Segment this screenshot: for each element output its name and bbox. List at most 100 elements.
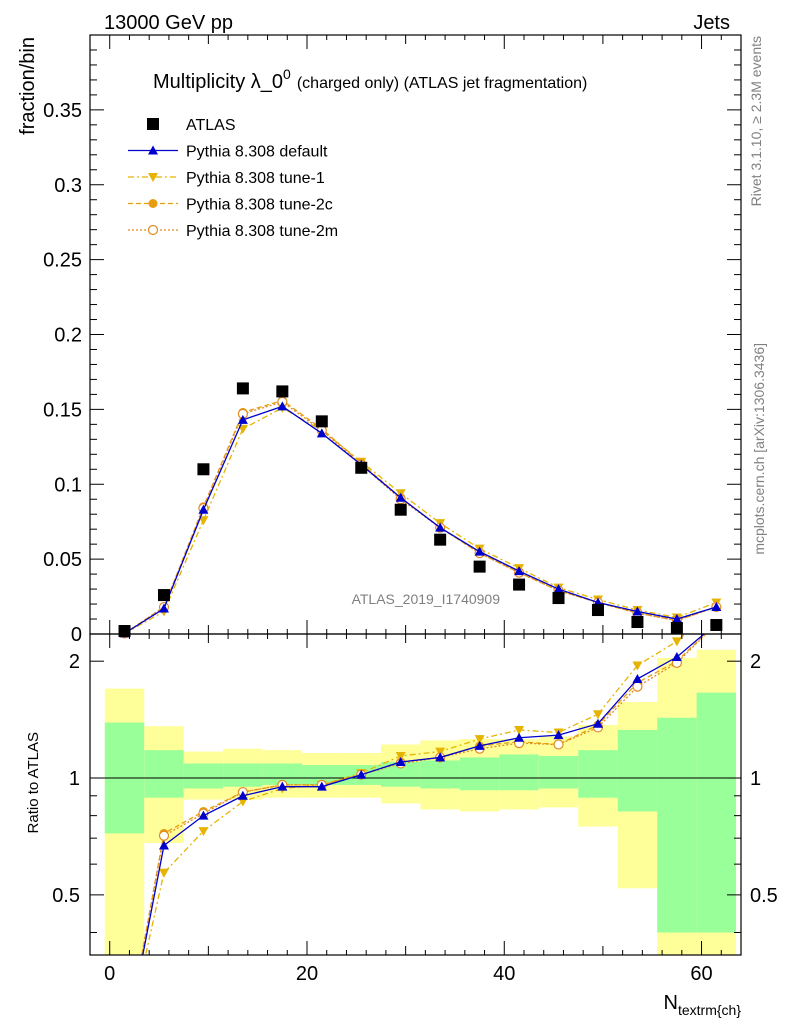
rivet-label: Rivet 3.1.10, ≥ 2.3M events: [748, 36, 764, 206]
ratio-axes: 0 20 40 60 0.5 0.5 1 1 2 2: [52, 634, 778, 985]
ratio-point-default: [237, 790, 248, 800]
data-point-atlas: [631, 616, 644, 629]
legend: ATLAS Pythia 8.308 default Pythia 8.308 tu…: [128, 117, 338, 240]
mc-point-default: [237, 414, 248, 424]
mc-line-default: [124, 405, 717, 634]
legend-label-default: Pythia 8.308 default: [186, 144, 328, 161]
y-tick-label-top: 0.25: [43, 250, 82, 272]
band-inner-bin: [420, 760, 460, 789]
mc-point-default: [632, 606, 643, 616]
legend-item-tune1: Pythia 8.308 tune-1: [128, 170, 325, 187]
mc-point-default: [277, 401, 288, 411]
y-tick-label-top: 0.15: [43, 399, 82, 421]
watermark: ATLAS_2019_I1740909: [352, 591, 501, 607]
ratio-point-tune1: [395, 751, 406, 761]
ratio-point-default: [553, 730, 564, 740]
data-point-atlas: [473, 560, 486, 573]
ratio-point-tune1: [514, 725, 525, 735]
legend-item-default: Pythia 8.308 default: [128, 144, 328, 161]
ratio-point-tune1: [474, 735, 485, 745]
legend-label-tune2c: Pythia 8.308 tune-2c: [186, 197, 333, 214]
band-inner-bin: [617, 729, 658, 812]
ratio-point-default: [158, 840, 169, 850]
y-tick-label-top: 0.05: [43, 549, 82, 571]
band-inner-bin: [578, 750, 618, 798]
data-point-atlas: [552, 592, 565, 605]
band-inner-bin: [262, 763, 303, 785]
legend-marker-tune2m: [147, 224, 159, 236]
mc-point-default: [711, 602, 722, 612]
ratio-line-tune1: [144, 634, 686, 955]
data-point-atlas: [710, 619, 723, 632]
ratio-point-default: [435, 752, 446, 762]
mc-point-default: [435, 522, 446, 532]
ratio-point-tune1: [435, 747, 446, 757]
legend-label-tune1: Pythia 8.308 tune-1: [186, 170, 325, 187]
ratio-panel: 0 20 40 60 0.5 0.5 1 1 2 2 Ratio to ATLAS Ntextrm…: [25, 633, 778, 1018]
data-point-atlas: [157, 589, 170, 602]
data-point-atlas: [591, 604, 604, 617]
ratio-line-tune2m: [141, 634, 707, 955]
mc-point-default: [553, 584, 564, 594]
mc-line-tune1: [124, 407, 717, 635]
top-panel: ATLAS_2019_I1740909 00.050.10.150.20.250…: [17, 34, 742, 646]
mc-point-default: [158, 603, 169, 613]
ratio-point-default: [277, 781, 288, 791]
data-point-atlas: [355, 461, 368, 474]
ratio-point-tune1: [632, 661, 643, 671]
mc-point-default: [514, 566, 525, 576]
legend-marker-tune2c: [148, 199, 158, 208]
data-point-atlas: [315, 415, 328, 428]
mc-line-tune2m: [124, 401, 717, 634]
ratio-point-default: [198, 810, 209, 820]
legend-item-tune2m: Pythia 8.308 tune-2m: [128, 223, 338, 240]
data-point-atlas: [276, 385, 289, 398]
mc-point-default: [671, 614, 682, 624]
mc-point-default: [198, 504, 209, 514]
data-point-atlas: [513, 578, 526, 591]
ratio-panel-frame: [89, 633, 742, 956]
ratio-point-tune1: [198, 827, 209, 837]
band-inner-bin: [302, 765, 342, 785]
ratio-point-default: [395, 756, 406, 766]
header-right: Jets: [693, 12, 730, 34]
legend-marker-default: [148, 145, 158, 155]
ratio-point-default: [592, 718, 603, 728]
ratio-series-group: [141, 634, 707, 955]
mcplots-label: mcplots.cern.ch [arXiv:1306.3436]: [751, 343, 767, 555]
ratio-point-tune1: [592, 710, 603, 720]
ratio-point-tune1: [158, 868, 169, 878]
ratio-point-default: [514, 732, 525, 742]
title-suffix: (charged only) (ATLAS jet fragmentation): [297, 75, 588, 92]
band-inner-bin: [144, 750, 184, 798]
x-tick-label: 40: [493, 963, 515, 985]
band-inner-bin: [223, 763, 263, 787]
band-inner-bin: [696, 692, 737, 933]
y-tick-label-bottom-right: 0.5: [750, 885, 778, 907]
ratio-point-tune1: [671, 637, 682, 647]
legend-item-tune2c: Pythia 8.308 tune-2c: [128, 197, 333, 214]
x-tick-label: 60: [690, 963, 712, 985]
ratio-point-default: [671, 652, 682, 662]
legend-marker-tune1: [148, 173, 158, 182]
data-point-atlas: [394, 503, 407, 516]
y-tick-label-bottom: 1: [69, 768, 80, 790]
mc-point-default: [474, 546, 485, 556]
y-axis-label-bottom: Ratio to ATLAS: [25, 732, 42, 833]
data-point-atlas: [197, 463, 210, 476]
svg-text:Multiplicity λ_00(charged only: Multiplicity λ_00 (charged only) (ATLAS j…: [153, 66, 587, 93]
ratio-point-default: [316, 781, 327, 791]
top-panel-data: [118, 382, 723, 639]
header-left: 13000 GeV pp: [104, 12, 233, 34]
x-axis-label-sub: textrm{ch}: [678, 1002, 741, 1018]
legend-marker-data: [147, 118, 159, 130]
chart-title: Multiplicity λ_00 (charged only) (ATLAS j…: [153, 66, 587, 93]
x-axis-label-main: N: [664, 992, 678, 1014]
ratio-point-tune2m: [158, 830, 170, 841]
ratio-line-default: [142, 634, 706, 955]
y-tick-label-top: 0.1: [54, 474, 82, 496]
top-axes: 0 0.05 0.1 0.15 0.2 0.25 0.3 0.35: [43, 34, 742, 646]
band-inner-bin: [538, 755, 579, 789]
y-tick-label-top: 0.2: [54, 325, 82, 347]
